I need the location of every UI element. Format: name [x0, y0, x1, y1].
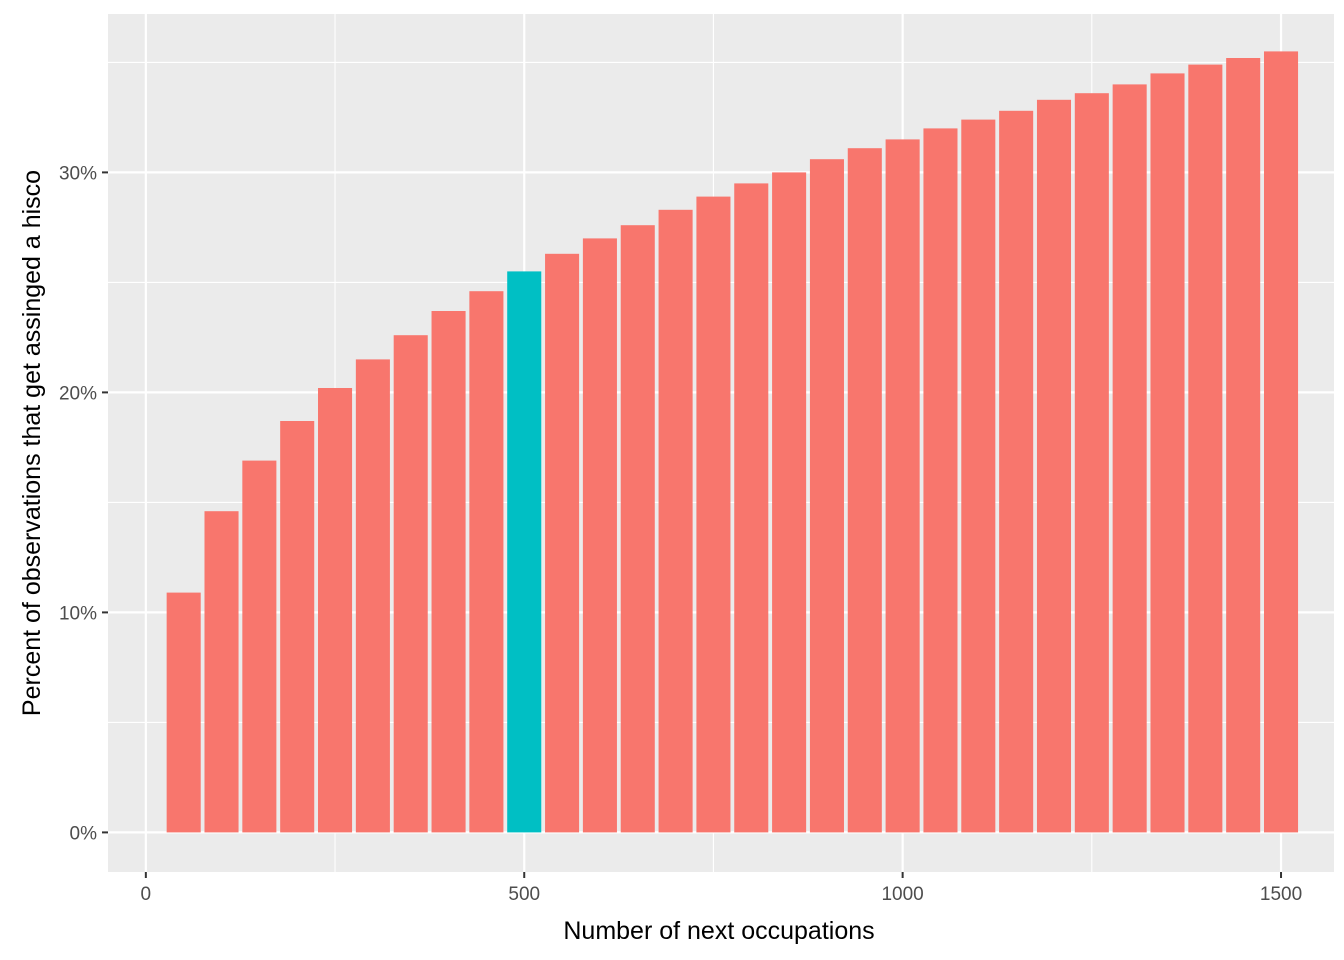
x-axis-title: Number of next occupations	[563, 917, 874, 945]
bar	[809, 159, 844, 833]
bar	[469, 291, 504, 833]
bar	[1188, 64, 1223, 833]
x-axis: 0 500 1000 1500	[141, 872, 1302, 905]
bar	[696, 196, 731, 833]
y-tick-label: 10%	[59, 603, 97, 624]
bar-highlighted	[507, 271, 542, 833]
x-tick-label: 1500	[1260, 884, 1302, 905]
bar	[204, 511, 239, 833]
bar	[999, 110, 1034, 833]
bar	[1263, 51, 1299, 833]
bar	[1150, 73, 1185, 833]
bar	[961, 119, 996, 833]
bar	[280, 421, 315, 833]
y-tick-label: 30%	[59, 163, 97, 184]
bar	[923, 128, 958, 833]
bar	[1074, 93, 1109, 833]
bar	[847, 148, 882, 833]
bar	[393, 335, 428, 833]
bar	[1036, 99, 1072, 833]
y-tick-label: 20%	[59, 383, 97, 404]
y-tick-label: 0%	[70, 823, 98, 844]
bar	[582, 238, 617, 833]
bar	[1112, 84, 1147, 833]
bar	[166, 592, 201, 833]
bar	[734, 183, 769, 833]
bar	[620, 225, 655, 833]
bar	[355, 359, 390, 833]
x-tick-label: 0	[141, 884, 152, 905]
bars	[166, 51, 1299, 833]
bar	[431, 311, 466, 833]
bar	[885, 139, 920, 833]
bar	[242, 460, 277, 833]
bar	[545, 253, 580, 833]
y-axis: 0% 10% 20% 30%	[59, 163, 108, 844]
bar	[1226, 58, 1261, 833]
y-axis-title: Percent of observations that get assinge…	[18, 170, 46, 716]
x-tick-label: 1000	[881, 884, 923, 905]
bar	[658, 209, 693, 833]
bar	[772, 172, 807, 833]
bar	[318, 388, 353, 833]
x-tick-label: 500	[508, 884, 540, 905]
